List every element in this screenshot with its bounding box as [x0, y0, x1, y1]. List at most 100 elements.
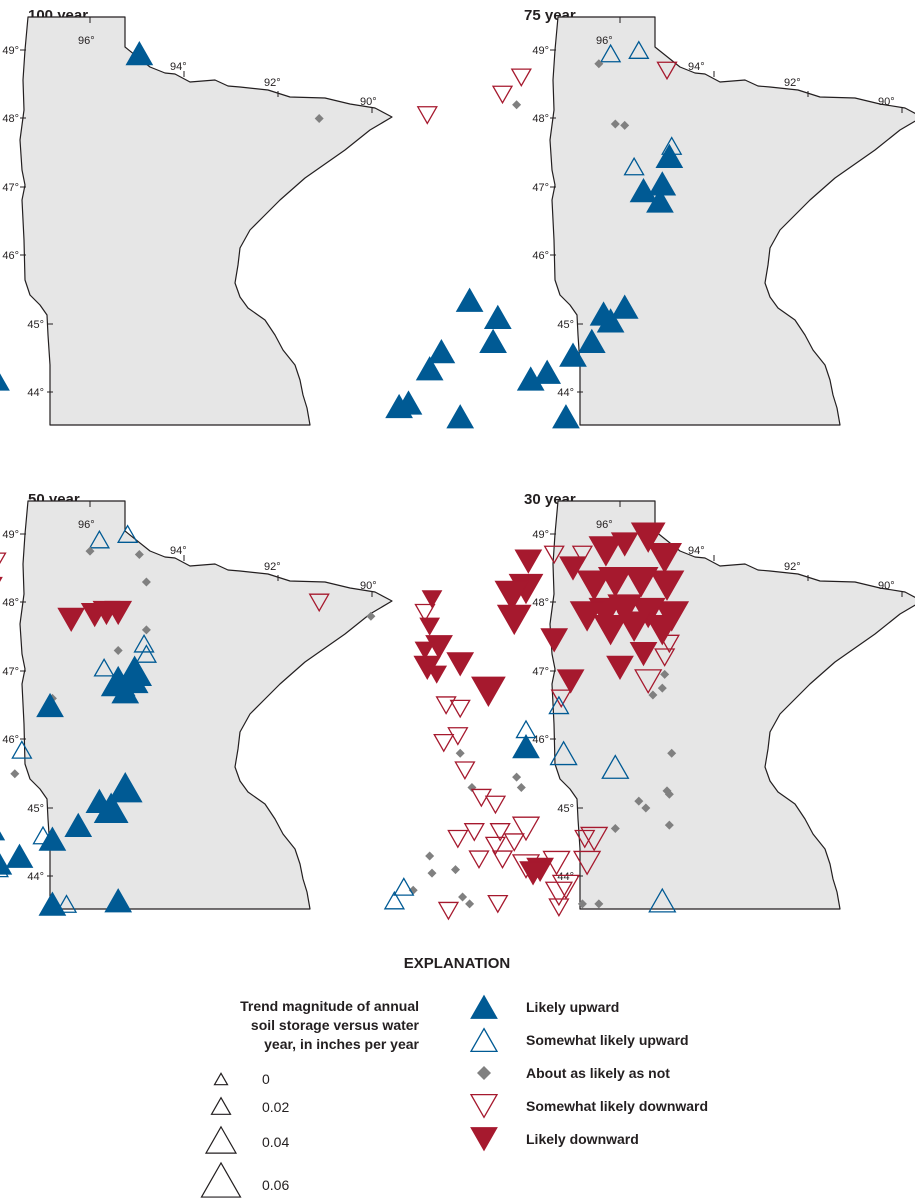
- magnitude-title-line: Trend magnitude of annual: [240, 998, 419, 1014]
- likely-upward-marker: [559, 342, 587, 367]
- map-panel-50-year: 50 year 49° 48° 47° 46° 45° 44° 96° 94° …: [0, 491, 393, 916]
- likely-downward-marker: [80, 602, 109, 628]
- somewhat-likely-downward-marker: [308, 593, 330, 613]
- graticule-ticks: [550, 17, 903, 393]
- somewhat-likely-downward-marker: [470, 788, 492, 808]
- likely-downward-marker-legend: [470, 1127, 498, 1152]
- somewhat-likely-downward-marker: [572, 850, 602, 876]
- category-label-likely-downward: Likely downward: [526, 1131, 639, 1147]
- lat-label: 47°: [532, 182, 549, 194]
- longitude-labels: 96° 94° 92° 90°: [78, 519, 377, 592]
- lon-label: 92°: [264, 77, 281, 89]
- lat-label: 48°: [532, 597, 549, 609]
- latitude-labels: 49° 48° 47° 46° 45° 44°: [2, 529, 44, 883]
- lat-label: 46°: [2, 250, 19, 262]
- likely-downward-marker: [576, 570, 612, 601]
- magnitude-size-symbol: [204, 1125, 238, 1154]
- lat-label: 45°: [557, 803, 574, 815]
- lat-label: 46°: [532, 734, 549, 746]
- magnitude-size-key: [200, 1072, 242, 1198]
- magnitude-label: 0.06: [262, 1177, 289, 1193]
- explanation-title: EXPLANATION: [404, 955, 510, 972]
- likely-upward-marker: [0, 373, 10, 391]
- likely-upward-marker: [427, 339, 456, 364]
- somewhat-likely-downward-marker: [449, 699, 471, 719]
- map-panel-30-year: 30 year 49° 48° 47° 46° 45° 44° 96° 94° …: [308, 491, 915, 921]
- site-markers: [308, 522, 690, 921]
- likely-upward-marker: [5, 843, 34, 868]
- likely-downward-marker: [426, 665, 448, 684]
- minnesota-outline: [19, 16, 393, 426]
- site-markers: [0, 524, 158, 916]
- lat-label: 48°: [2, 113, 19, 125]
- about-as-likely-as-not-marker: [113, 645, 123, 655]
- somewhat-likely-upward-marker: [135, 644, 158, 663]
- likely-upward-marker: [512, 733, 540, 759]
- somewhat-likely-upward-marker: [599, 43, 622, 63]
- magnitude-label: 0.04: [262, 1134, 289, 1150]
- somewhat-likely-downward-marker-legend: [469, 1093, 499, 1119]
- somewhat-likely-upward-marker: [32, 825, 54, 845]
- likely-downward-marker: [496, 604, 532, 636]
- likely-upward-marker-legend: [470, 994, 498, 1019]
- about-as-likely-as-not-marker: [620, 120, 630, 130]
- magnitude-label: 0: [262, 1071, 270, 1087]
- lat-label: 47°: [2, 182, 19, 194]
- about-as-likely-as-not-marker: [664, 789, 674, 799]
- about-as-likely-as-not-marker: [512, 100, 522, 110]
- site-markers: [314, 40, 684, 429]
- likely-upward-marker: [646, 188, 674, 213]
- likely-downward-marker: [629, 642, 658, 667]
- lat-label: 49°: [532, 529, 549, 541]
- latitude-labels: 49° 48° 47° 46° 45° 44°: [2, 45, 44, 399]
- likely-upward-marker: [483, 304, 512, 330]
- about-as-likely-as-not-marker: [594, 899, 604, 909]
- somewhat-likely-downward-marker: [543, 545, 565, 565]
- lat-label: 44°: [557, 387, 574, 399]
- explanation-legend: EXPLANATION Trend magnitude of annual so…: [200, 955, 708, 1198]
- lat-label: 45°: [27, 803, 44, 815]
- site-markers: [0, 41, 154, 391]
- about-as-likely-as-not-marker: [667, 748, 677, 758]
- lat-label: 44°: [557, 871, 574, 883]
- about-as-likely-as-not-marker: [657, 683, 667, 693]
- likely-downward-marker: [446, 652, 475, 677]
- likely-upward-marker: [0, 853, 13, 875]
- somewhat-likely-downward-marker: [437, 901, 460, 921]
- somewhat-likely-downward-marker: [447, 829, 469, 849]
- magnitude-title-line: year, in inches per year: [264, 1036, 419, 1052]
- somewhat-likely-downward-marker: [656, 61, 678, 81]
- somewhat-likely-downward-marker: [550, 689, 572, 709]
- lon-label: 90°: [878, 96, 895, 108]
- somewhat-likely-downward-marker: [551, 874, 581, 900]
- lat-label: 44°: [27, 387, 44, 399]
- somewhat-likely-upward-marker: [133, 633, 155, 653]
- somewhat-likely-downward-marker: [435, 696, 457, 715]
- somewhat-likely-downward-marker: [574, 829, 596, 849]
- lon-label: 96°: [78, 519, 95, 531]
- somewhat-likely-downward-marker: [484, 836, 507, 856]
- likely-upward-marker: [111, 679, 140, 704]
- somewhat-likely-upward-marker: [623, 156, 645, 176]
- category-label-likely-upward: Likely upward: [526, 999, 619, 1015]
- likely-downward-marker: [647, 543, 683, 574]
- lat-label: 47°: [532, 666, 549, 678]
- somewhat-likely-downward-marker: [491, 850, 514, 869]
- likely-downward-marker: [630, 522, 666, 553]
- about-as-likely-as-not-marker-legend: [477, 1066, 491, 1080]
- likely-upward-marker: [385, 393, 413, 419]
- somewhat-likely-downward-marker: [580, 826, 609, 852]
- lat-label: 48°: [2, 597, 19, 609]
- likely-upward-marker: [125, 41, 154, 66]
- somewhat-likely-upward-marker: [383, 890, 406, 910]
- lon-label: 90°: [360, 580, 377, 592]
- likely-downward-marker: [471, 676, 506, 707]
- likely-upward-marker: [64, 812, 93, 837]
- about-as-likely-as-not-marker: [85, 546, 95, 556]
- somewhat-likely-downward-marker: [544, 881, 574, 907]
- map-panel-100-year: 100 year 49° 48° 47° 46° 45° 44° 96° 94°…: [0, 7, 393, 426]
- likely-upward-marker: [479, 328, 507, 353]
- somewhat-likely-downward-marker: [511, 816, 541, 842]
- somewhat-likely-downward-marker: [433, 733, 455, 753]
- about-as-likely-as-not-marker: [648, 690, 658, 700]
